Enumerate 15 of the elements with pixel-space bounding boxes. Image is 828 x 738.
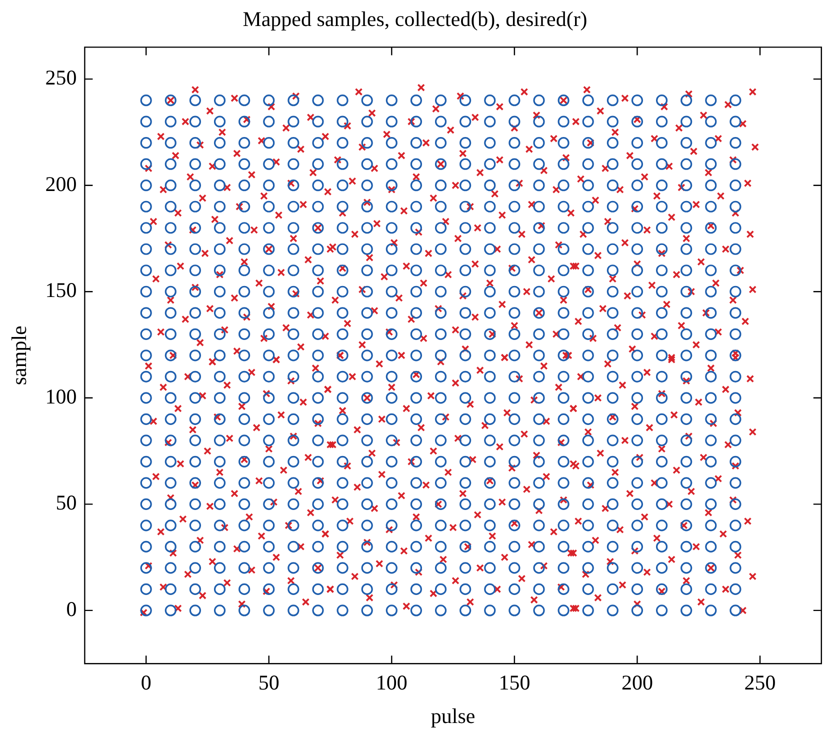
x-tick-label: 200 xyxy=(621,670,653,695)
y-tick-label: 100 xyxy=(45,384,77,408)
x-tick-label: 0 xyxy=(140,670,152,695)
y-axis-title: sample xyxy=(7,326,32,386)
x-axis-title: pulse xyxy=(430,704,476,728)
y-tick-label: 200 xyxy=(45,172,77,196)
y-tick-label: 150 xyxy=(45,278,77,302)
x-tick-label: 250 xyxy=(744,670,776,695)
x-tick-label: 150 xyxy=(498,670,530,695)
x-tick-label: 100 xyxy=(376,670,408,695)
x-tick-label: 50 xyxy=(258,670,280,695)
chart-title: Mapped samples, collected(b), desired(r) xyxy=(242,7,588,32)
y-tick-label: 250 xyxy=(45,66,77,90)
y-tick-label: 0 xyxy=(66,596,77,621)
y-tick-label: 50 xyxy=(56,490,77,515)
